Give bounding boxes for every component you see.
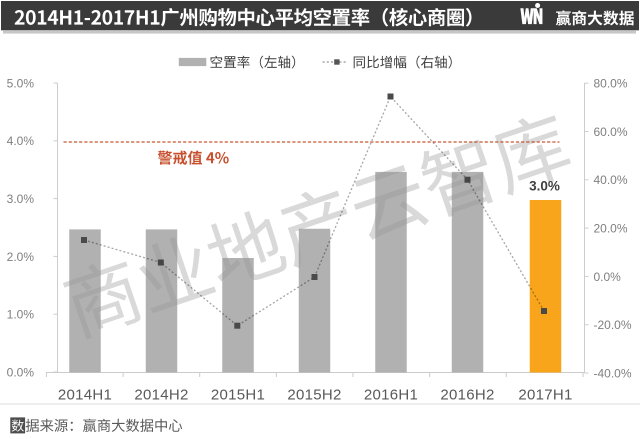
svg-text:80.0%: 80.0% [594, 77, 628, 91]
svg-text:2014H1: 2014H1 [58, 386, 112, 403]
svg-text:-20.0%: -20.0% [594, 318, 632, 332]
svg-text:2014H2: 2014H2 [134, 386, 188, 403]
svg-text:1.0%: 1.0% [7, 308, 35, 322]
svg-text:2017H1: 2017H1 [518, 386, 572, 403]
svg-text:-40.0%: -40.0% [594, 366, 632, 380]
svg-text:60.0%: 60.0% [594, 125, 628, 139]
svg-text:2015H2: 2015H2 [287, 386, 341, 403]
svg-text:5.0%: 5.0% [7, 76, 35, 90]
svg-text:2016H1: 2016H1 [364, 386, 418, 403]
svg-text:4.0%: 4.0% [7, 134, 35, 148]
svg-text:2.0%: 2.0% [7, 250, 35, 264]
svg-text:20.0%: 20.0% [594, 221, 628, 235]
svg-text:0.0%: 0.0% [7, 365, 35, 379]
svg-text:40.0%: 40.0% [594, 173, 628, 187]
svg-text:2015H1: 2015H1 [211, 386, 265, 403]
svg-text:2016H2: 2016H2 [440, 386, 494, 403]
svg-text:3.0%: 3.0% [529, 178, 560, 193]
svg-text:0.0%: 0.0% [594, 270, 622, 284]
svg-text:3.0%: 3.0% [7, 192, 35, 206]
